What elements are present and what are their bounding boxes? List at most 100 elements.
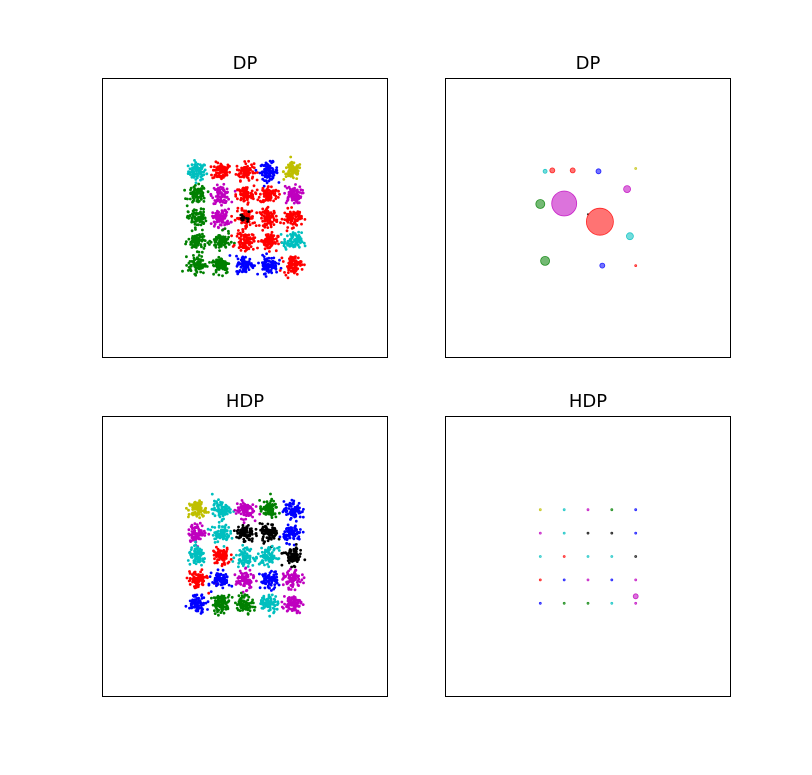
data-point xyxy=(192,605,196,609)
data-point xyxy=(298,211,301,215)
component-marker xyxy=(625,232,634,241)
data-point xyxy=(264,260,268,264)
data-point xyxy=(202,596,206,600)
data-point xyxy=(214,236,218,240)
data-point xyxy=(198,219,202,223)
data-point xyxy=(299,528,302,531)
data-point xyxy=(274,237,278,241)
data-point xyxy=(287,190,291,194)
data-point xyxy=(241,246,245,250)
data-point xyxy=(283,507,286,511)
data-point xyxy=(194,168,197,172)
data-point xyxy=(185,216,189,219)
data-point xyxy=(294,543,298,546)
data-point xyxy=(240,506,243,510)
data-point xyxy=(261,253,264,257)
data-point xyxy=(220,530,223,534)
data-point xyxy=(227,506,231,510)
data-point xyxy=(239,249,243,252)
data-point xyxy=(265,222,269,225)
data-point xyxy=(233,241,236,245)
data-point xyxy=(181,269,184,273)
data-point xyxy=(301,510,304,514)
data-point xyxy=(298,261,302,265)
data-point xyxy=(199,532,202,536)
data-point xyxy=(239,597,243,600)
data-point xyxy=(282,606,285,610)
data-point xyxy=(242,558,246,562)
data-point xyxy=(239,180,242,183)
data-point xyxy=(249,530,252,534)
data-point xyxy=(237,565,240,569)
data-point xyxy=(302,581,305,585)
data-point xyxy=(286,530,290,533)
data-point xyxy=(277,262,281,266)
data-point xyxy=(267,586,271,590)
data-point xyxy=(287,504,291,508)
data-point xyxy=(291,579,294,583)
data-point xyxy=(287,195,291,198)
data-point xyxy=(251,564,255,567)
data-point xyxy=(291,502,294,506)
cluster-points xyxy=(208,255,231,278)
data-point xyxy=(210,173,213,177)
data-point xyxy=(197,506,201,510)
data-point xyxy=(226,595,230,599)
data-point xyxy=(243,600,247,604)
data-point xyxy=(197,573,201,577)
data-point xyxy=(261,207,265,211)
data-point xyxy=(298,515,302,519)
component-marker xyxy=(599,262,606,269)
data-point xyxy=(264,601,267,605)
data-point xyxy=(192,199,195,203)
component-marker xyxy=(562,578,566,582)
data-point xyxy=(244,162,248,166)
data-point xyxy=(268,560,272,563)
cluster-points xyxy=(185,499,210,520)
data-point xyxy=(238,534,242,538)
data-point xyxy=(201,583,205,587)
data-point xyxy=(234,512,238,515)
data-point xyxy=(220,261,224,265)
data-point xyxy=(278,511,281,515)
cluster-points xyxy=(228,254,259,276)
data-point xyxy=(253,559,257,563)
chart-title: HDP xyxy=(568,391,608,412)
data-point xyxy=(225,270,229,274)
data-point xyxy=(199,603,202,607)
data-point xyxy=(288,257,291,261)
data-point xyxy=(203,531,207,535)
data-point xyxy=(221,228,224,232)
data-point xyxy=(282,500,286,503)
data-point xyxy=(265,265,269,269)
data-point xyxy=(288,599,292,602)
data-point xyxy=(264,576,268,579)
data-point xyxy=(207,583,211,587)
data-point xyxy=(271,560,274,564)
data-point xyxy=(285,513,288,516)
data-point xyxy=(238,236,241,240)
data-point xyxy=(265,500,269,504)
data-point xyxy=(245,212,249,216)
data-point xyxy=(295,611,299,615)
data-point xyxy=(277,549,281,552)
data-point xyxy=(264,508,267,512)
data-point xyxy=(191,526,194,530)
data-point xyxy=(278,192,281,196)
data-point xyxy=(267,191,270,195)
data-point xyxy=(298,245,301,249)
data-point xyxy=(262,192,266,196)
data-point xyxy=(247,524,250,527)
data-point xyxy=(224,221,228,225)
data-point xyxy=(258,572,261,576)
cluster-points xyxy=(280,206,307,233)
data-point xyxy=(270,558,274,561)
data-point xyxy=(236,209,239,213)
data-point xyxy=(277,189,280,193)
data-point xyxy=(215,608,219,612)
component-marker xyxy=(562,531,566,535)
data-point xyxy=(263,223,267,227)
component-marker xyxy=(634,555,638,558)
data-point xyxy=(288,536,292,539)
data-point xyxy=(184,240,188,244)
